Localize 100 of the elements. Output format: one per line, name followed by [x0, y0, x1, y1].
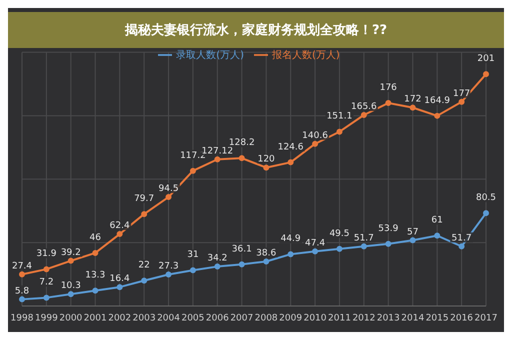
- point: [214, 264, 220, 270]
- data-label: 10.3: [60, 281, 81, 292]
- x-tick-label: 2014: [401, 313, 424, 324]
- data-label: 61: [431, 216, 443, 226]
- x-tick-label: 2011: [328, 313, 351, 324]
- point: [360, 112, 367, 118]
- data-label: 49.5: [329, 228, 350, 239]
- point: [68, 258, 74, 264]
- point: [434, 112, 440, 119]
- point: [410, 104, 416, 111]
- data-label: 31.9: [36, 249, 57, 260]
- data-label: 34.2: [207, 254, 228, 264]
- point: [312, 140, 318, 147]
- point: [214, 156, 220, 162]
- x-tick-label: 2008: [254, 313, 278, 324]
- data-label: 165.6: [351, 102, 378, 112]
- point: [92, 250, 98, 256]
- point: [141, 211, 148, 218]
- point: [336, 128, 342, 135]
- point: [288, 159, 294, 166]
- point: [458, 98, 465, 105]
- point: [19, 296, 25, 302]
- data-label: 5.8: [14, 286, 30, 296]
- x-tick-label: 2009: [279, 313, 302, 324]
- point: [43, 294, 50, 301]
- point: [336, 246, 342, 252]
- data-label: 44.9: [280, 234, 301, 244]
- data-label: 151.1: [326, 112, 352, 122]
- data-label: 172: [404, 94, 422, 105]
- data-label: 57: [407, 227, 418, 238]
- x-tick-label: 2017: [474, 313, 498, 324]
- point: [238, 261, 245, 268]
- point: [410, 237, 416, 244]
- point: [92, 288, 98, 294]
- point: [116, 284, 123, 290]
- chart-title: 揭秘夫妻银行流水，家庭财务规划全攻略！??: [8, 12, 504, 48]
- data-label: 22: [138, 260, 150, 271]
- point: [360, 243, 367, 250]
- data-label: 117.2: [180, 150, 206, 161]
- data-label: 176: [380, 83, 398, 94]
- data-label: 201: [477, 54, 495, 64]
- x-tick-label: 2001: [84, 313, 107, 324]
- data-label: 46: [90, 232, 102, 243]
- data-label: 53.9: [378, 224, 399, 234]
- data-label: 120: [258, 154, 276, 165]
- point: [190, 168, 196, 174]
- x-tick-label: 2007: [230, 313, 254, 324]
- data-label: 7.2: [39, 278, 54, 288]
- legend-label: 录取人数(万人): [176, 50, 244, 61]
- data-label: 80.5: [476, 193, 496, 204]
- point: [385, 240, 392, 247]
- data-label: 38.6: [256, 248, 276, 258]
- x-tick-label: 2013: [376, 313, 400, 324]
- data-label: 13.3: [85, 270, 106, 281]
- point: [263, 258, 270, 264]
- point: [458, 243, 465, 250]
- point: [483, 71, 489, 78]
- data-label: 51.7: [452, 233, 472, 244]
- x-tick-label: 2006: [206, 313, 230, 324]
- data-label: 140.6: [302, 130, 328, 141]
- data-label: 39.2: [60, 248, 81, 258]
- x-tick-label: 2004: [157, 313, 180, 324]
- data-label: 31: [187, 250, 199, 260]
- data-label: 94.5: [158, 184, 179, 194]
- point: [483, 210, 489, 216]
- x-tick-label: 1999: [34, 313, 58, 324]
- data-label: 62.4: [110, 221, 130, 232]
- x-tick-label: 2010: [304, 313, 327, 324]
- point: [312, 248, 318, 254]
- x-tick-label: 2005: [181, 313, 204, 324]
- x-tick-label: 2015: [426, 313, 449, 324]
- data-label: 27.3: [158, 262, 179, 272]
- x-tick-label: 2003: [132, 313, 156, 324]
- point: [434, 232, 440, 239]
- data-label: 16.4: [110, 274, 130, 284]
- data-label: 51.7: [354, 233, 374, 244]
- point: [385, 100, 392, 106]
- legend-label: 报名人数(万人): [272, 50, 340, 61]
- data-label: 164.9: [424, 96, 450, 106]
- data-label: 177: [452, 88, 470, 99]
- data-label: 47.4: [305, 238, 326, 248]
- x-tick-label: 2002: [108, 313, 132, 324]
- point: [166, 194, 172, 200]
- data-label: 27.4: [12, 261, 32, 272]
- data-label: 124.6: [278, 142, 304, 152]
- point: [116, 231, 123, 238]
- point: [141, 278, 148, 284]
- point: [190, 267, 196, 274]
- point: [19, 271, 25, 278]
- x-tick-label: 1998: [10, 313, 34, 324]
- x-tick-label: 2012: [352, 313, 376, 324]
- data-label: 79.7: [134, 194, 154, 204]
- point: [68, 291, 74, 298]
- x-tick-label: 2016: [450, 313, 474, 324]
- data-label: 36.1: [232, 244, 252, 254]
- point: [43, 266, 50, 272]
- x-tick-label: 2000: [59, 313, 83, 324]
- data-label: 128.2: [228, 138, 255, 148]
- point: [263, 164, 270, 171]
- point: [166, 272, 172, 278]
